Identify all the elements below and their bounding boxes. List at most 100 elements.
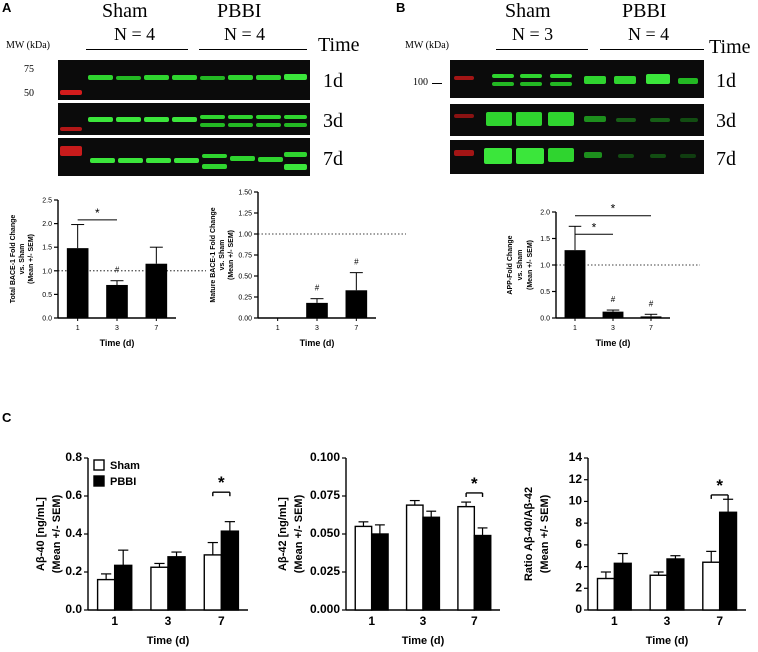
c3-bar-sham-3 <box>649 574 668 611</box>
c2-significance-star: * <box>471 474 478 493</box>
a2-ytick-label: 1.25 <box>238 210 252 217</box>
blot-b-row-1d: 1d <box>716 70 736 92</box>
b1-ytick-label: 1.0 <box>540 262 550 269</box>
chart-mature-bace1: 0.00 0.25 0.50 0.75 1.00 1.25 1.50 Mature BACE-… <box>210 189 406 348</box>
a1-significance-star: * <box>95 206 100 220</box>
blot-b-image-1d <box>450 60 704 98</box>
c1-bar-pbbi-1 <box>113 564 133 611</box>
c3-bar-sham-1 <box>596 577 616 611</box>
blot-b-line-sham <box>496 49 588 50</box>
blot-a-image-7d <box>58 138 310 176</box>
legend-label-pbbi: PBBI <box>110 476 136 488</box>
b1-xtick-label: 7 <box>649 325 653 332</box>
a2-ytick-label: 0.75 <box>238 252 252 259</box>
a2-xtick-label: 7 <box>354 325 358 332</box>
a2-hash-mark: # <box>354 258 359 267</box>
c3-ylabel-line: (Mean +/- SEM) <box>539 494 551 573</box>
a2-ylabel-line: (Mean +/- SEM) <box>228 230 235 280</box>
c3-bar-pbbi-3 <box>666 558 685 611</box>
c2-xlabel: Time (d) <box>402 635 445 647</box>
blot-b-group-pbbi: PBBI <box>622 0 667 22</box>
a1-ytick-label: 1.5 <box>42 245 52 252</box>
a2-hash-mark: # <box>315 284 320 293</box>
blot-b-row-7d: 7d <box>716 148 736 170</box>
blot-a-image-3d <box>58 103 310 135</box>
b1-xtick-label: 1 <box>573 325 577 332</box>
a1-ytick-label: 1.0 <box>42 268 52 275</box>
c2-bar-sham-1 <box>354 525 373 611</box>
legend-swatch-sham <box>93 459 105 471</box>
a2-ytick-label: 0.25 <box>238 294 252 301</box>
c3-xtick-label: 1 <box>611 614 618 628</box>
a1-bar-7 <box>145 263 168 318</box>
blot-b-mw-tick <box>432 83 442 84</box>
b1-ylabel-line: (Mean +/- SEM) <box>527 240 534 290</box>
a2-ytick-label: 1.00 <box>238 231 252 238</box>
a1-bar-3 <box>106 284 128 318</box>
legend-swatch-pbbi <box>93 475 105 487</box>
c2-ytick-label: 0.050 <box>310 526 340 540</box>
blot-b-line-pbbi <box>600 49 704 50</box>
c2-ylabel-line: (Mean +/- SEM) <box>293 494 305 573</box>
b1-xtick-label: 3 <box>611 325 615 332</box>
a2-xlabel: Time (d) <box>300 338 335 348</box>
c3-ytick-label: 14 <box>569 450 583 464</box>
c3-bar-pbbi-1 <box>613 562 632 611</box>
b1-significance-star: * <box>611 202 616 216</box>
c2-ylabel-line: Aβ-42 [ng/mL] <box>277 497 289 571</box>
c3-ytick-label: 8 <box>575 515 582 529</box>
blot-b-n-sham: N = 3 <box>512 24 554 44</box>
c3-significance-star: * <box>716 476 723 495</box>
a2-bar-3 <box>306 302 328 318</box>
a1-bar-1 <box>66 248 89 318</box>
b1-ylabel-line: APP-Fold Change <box>507 235 514 294</box>
blot-b-time-header: Time <box>709 36 751 58</box>
chart-total-bace1: 0.0 0.5 1.0 1.5 2.0 2.5 Total BACE-1 Fold Chan… <box>10 197 206 348</box>
a1-hash-mark: # <box>115 266 120 275</box>
blot-a-mw-75: 75 <box>24 64 34 75</box>
chart-abeta42: 0.000 0.025 0.050 0.075 0.100 Aβ-42 [ng/mL] (M… <box>277 450 500 647</box>
blot-a-time-header: Time <box>318 34 360 56</box>
c3-ytick-label: 10 <box>569 494 583 508</box>
c2-ytick-label: 0.000 <box>310 602 340 616</box>
a1-xlabel: Time (d) <box>100 338 135 348</box>
chart-abeta40: 0.0 0.2 0.4 0.6 0.8 Aβ-40 [ng/mL] (Mean +/- SE… <box>35 450 248 647</box>
c1-ytick-label: 0.8 <box>65 450 82 464</box>
a2-ytick-label: 0.50 <box>238 273 252 280</box>
blot-a-image-1d <box>58 60 310 100</box>
a2-ylabel-line: vs. Sham <box>219 240 226 271</box>
panel-label-a: A <box>2 0 12 15</box>
c1-ylabel-line: Aβ-40 [ng/mL] <box>35 497 47 571</box>
c3-xlabel: Time (d) <box>646 635 689 647</box>
b1-ytick-label: 2.0 <box>540 209 550 216</box>
c2-ytick-label: 0.025 <box>310 564 340 578</box>
c2-bar-pbbi-1 <box>370 533 389 611</box>
c3-ytick-label: 6 <box>575 537 582 551</box>
c2-bar-pbbi-7 <box>473 534 492 611</box>
blot-b-row-3d: 3d <box>716 110 736 132</box>
c2-xtick-label: 7 <box>471 614 478 628</box>
blot-a-line-sham <box>86 49 188 50</box>
c3-xtick-label: 7 <box>716 614 723 628</box>
a1-ylabel-line: (Mean +/- SEM) <box>28 234 35 284</box>
c1-ytick-label: 0.2 <box>65 564 82 578</box>
c1-bar-sham-1 <box>96 578 116 611</box>
a1-ytick-label: 0.0 <box>42 315 52 322</box>
a1-ylabel-line: vs. Sham <box>19 244 26 275</box>
b1-hash-mark: # <box>649 299 654 308</box>
c3-ytick-label: 2 <box>575 580 582 594</box>
b1-hash-mark: # <box>611 295 616 304</box>
c3-ytick-label: 12 <box>569 472 583 486</box>
a1-ytick-label: 2.5 <box>42 197 52 204</box>
a1-xtick-label: 7 <box>154 325 158 332</box>
c1-xtick-label: 7 <box>218 614 225 628</box>
c1-xlabel: Time (d) <box>147 635 190 647</box>
a2-bar-7 <box>345 290 368 318</box>
chart-ratio-abeta: 0 2 4 6 8 10 12 14 Ratio Aβ-40/Aβ-42 (Mean +/- SE… <box>523 450 746 647</box>
c1-bar-sham-3 <box>150 566 169 611</box>
a1-ylabel-line: Total BACE-1 Fold Change <box>10 215 17 304</box>
b1-ytick-label: 0.5 <box>540 289 550 296</box>
a2-ylabel-line: Mature BACE-1 Fold Change <box>210 207 217 302</box>
c3-bar-sham-7 <box>702 561 721 611</box>
c1-bar-pbbi-3 <box>167 556 186 611</box>
